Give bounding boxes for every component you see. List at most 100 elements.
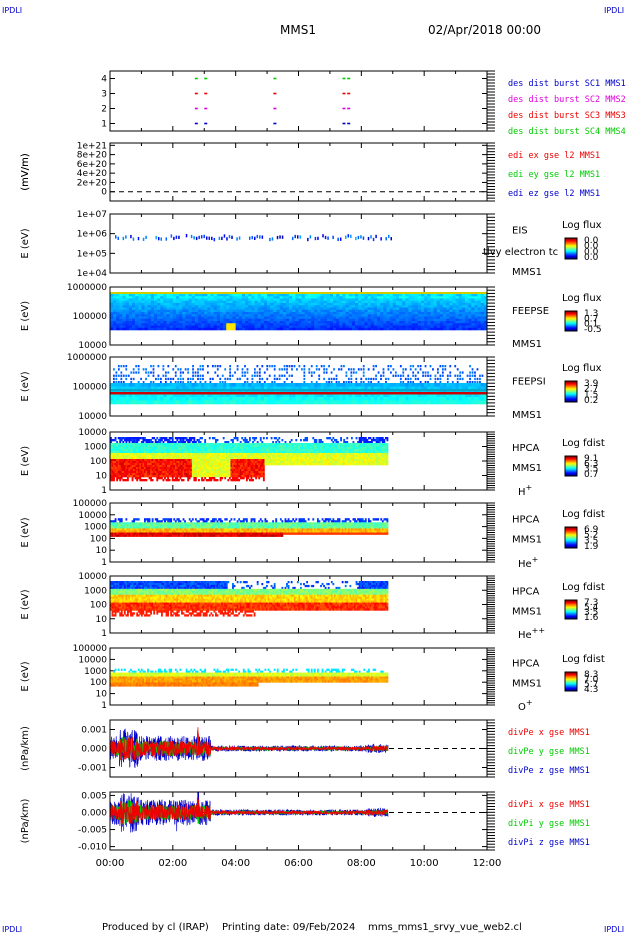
spectrogram-cell (188, 303, 192, 306)
spectrogram-cell (190, 459, 193, 462)
spectrogram-cell (361, 305, 365, 308)
spectrogram-cell (276, 400, 280, 405)
spectrogram-cell (179, 374, 182, 377)
spectrogram-cell (194, 451, 197, 454)
spectrogram-cell (370, 386, 375, 391)
spectrogram-cell (111, 451, 114, 454)
spectrogram-cell (181, 475, 183, 478)
spectrogram-cell (196, 451, 199, 454)
spectrogram-cell (193, 469, 196, 472)
spectrogram-cell (258, 381, 261, 384)
spectrogram-cell (156, 469, 159, 472)
spectrogram-cell (232, 383, 236, 387)
spectrogram-cell (157, 312, 161, 315)
spectrogram-cell (336, 397, 340, 401)
spectrogram-cell (210, 300, 214, 304)
spectrogram-cell (194, 453, 197, 456)
spectrogram-cell (370, 321, 375, 324)
spectrogram-cell (436, 325, 441, 329)
spectrogram-cell (116, 397, 120, 401)
spectrogram-cell (167, 441, 169, 444)
spectrogram-cell (226, 393, 230, 398)
spectrogram-cell (304, 312, 309, 315)
spectrogram-cell (204, 400, 208, 405)
spectrogram-cell (295, 307, 299, 311)
spectrogram-cell (386, 300, 390, 304)
spectrogram-cell (137, 371, 140, 374)
spectrogram-cell (348, 325, 353, 329)
spectrogram-cell (402, 312, 406, 315)
spectrogram-cell (210, 400, 214, 405)
spectrogram-cell (219, 300, 224, 304)
spectrogram-cell (128, 451, 131, 454)
spectrogram-cell (263, 321, 268, 324)
y-tick-label: 1e+06 (77, 230, 108, 240)
spectrogram-cell (181, 439, 183, 442)
spectrogram-cell (224, 377, 227, 381)
spectrogram-cell (128, 467, 131, 470)
spectrogram-cell (204, 316, 208, 320)
spectrogram-cell (370, 318, 375, 322)
spectrogram-cell (167, 443, 169, 446)
spectrogram-cell (471, 309, 475, 313)
spectrogram-cell (134, 477, 137, 480)
spectrogram-cell (386, 316, 390, 320)
spectrogram-cell (191, 445, 194, 448)
spectrogram-cell (348, 316, 353, 320)
spectrogram-cell (483, 397, 487, 401)
spectrogram-cell (449, 296, 453, 299)
spectrogram-cell (207, 400, 211, 405)
spectrogram-cell (395, 294, 400, 297)
spectrogram-cell (298, 397, 302, 401)
spectrogram-cell (405, 305, 409, 308)
spectrogram-cell (125, 325, 130, 329)
spectrogram-cell (174, 459, 177, 462)
spectrogram-cell (207, 298, 211, 302)
spectrogram-cell (126, 449, 129, 452)
spectrogram-cell (417, 377, 420, 381)
spectrogram-cell (173, 475, 176, 478)
spectrogram-cell (226, 312, 230, 315)
spectrogram-cell (263, 390, 268, 394)
spectrogram-cell (219, 305, 224, 308)
spectrogram-cell (120, 374, 123, 377)
spectrogram-cell (446, 374, 449, 377)
spectrogram-cell (370, 300, 375, 304)
spectrogram-cell (414, 314, 419, 317)
spectrogram-cell (204, 461, 207, 464)
spectrogram-cell (150, 305, 155, 308)
spectrogram-cell (483, 400, 487, 405)
spectrogram-cell (314, 312, 318, 315)
spectrogram-cell (182, 300, 186, 304)
colorbar-segment (565, 312, 577, 314)
colorbar-segment (565, 388, 577, 391)
spectrogram-cell (137, 471, 140, 474)
spectrogram-cell (219, 381, 222, 384)
spectrogram-cell (153, 475, 156, 478)
spectrogram-cell (182, 467, 185, 470)
spectrogram-cell (126, 469, 129, 472)
spectrogram-cell (147, 465, 149, 468)
spectrogram-cell (148, 445, 151, 448)
spectrogram-cell (154, 449, 157, 452)
spectrogram-cell (140, 469, 143, 472)
spectrogram-cell (153, 393, 158, 398)
spectrogram-cell (340, 368, 343, 371)
spectrogram-cell (187, 377, 189, 381)
spectrogram-cell (402, 294, 406, 297)
spectrogram-cell (364, 316, 368, 320)
spectrogram-cell (248, 314, 252, 317)
spectrogram-cell (477, 325, 482, 329)
colorbar-segment (565, 252, 577, 254)
spectrogram-cell (213, 237, 216, 242)
spectrogram-cell (461, 383, 466, 387)
spectrogram-cell (283, 381, 286, 384)
spectrogram-cell (355, 294, 359, 297)
colorbar-tick-label: 0.2 (584, 396, 598, 406)
spectrogram-cell (136, 451, 139, 454)
spectrogram-cell (176, 461, 179, 464)
spectrogram-cell (386, 294, 390, 297)
spectrogram-cell (202, 445, 205, 448)
spectrogram-cell (474, 390, 478, 394)
spectrogram-cell (147, 397, 152, 401)
